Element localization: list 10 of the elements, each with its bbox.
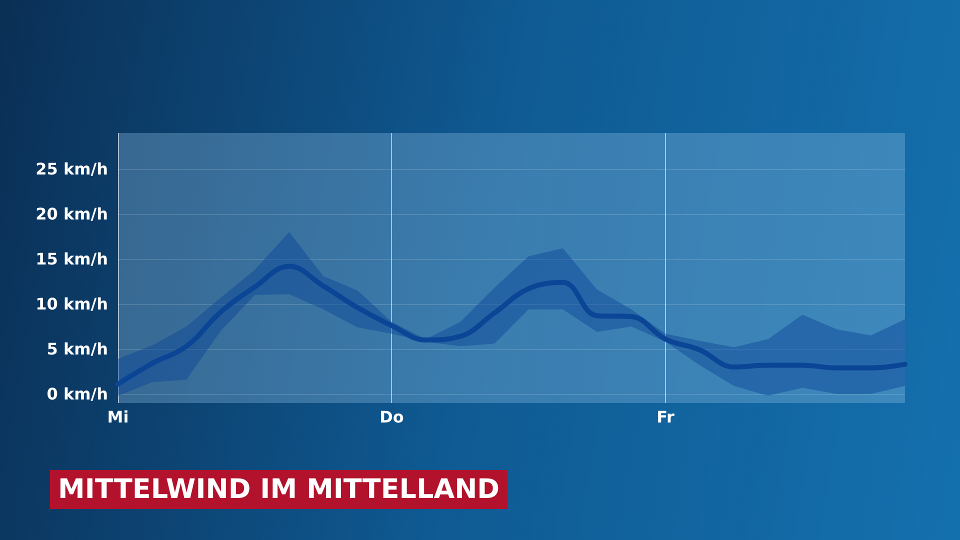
- x-tick-label: Mi: [107, 408, 129, 426]
- x-tick-label: Do: [380, 408, 404, 426]
- y-tick-label: 0 km/h: [46, 384, 108, 404]
- x-tick-label: Fr: [656, 408, 674, 426]
- y-tick-label: 5 km/h: [46, 340, 108, 358]
- text: MITTELWIND IM MITTELLAND: [58, 474, 500, 505]
- y-tick-label: 15 km/h: [36, 250, 108, 268]
- y-tick-label: 10 km/h: [36, 294, 108, 314]
- y-tick-label: 20 km/h: [36, 204, 108, 224]
- y-tick-label: 25 km/h: [36, 160, 108, 178]
